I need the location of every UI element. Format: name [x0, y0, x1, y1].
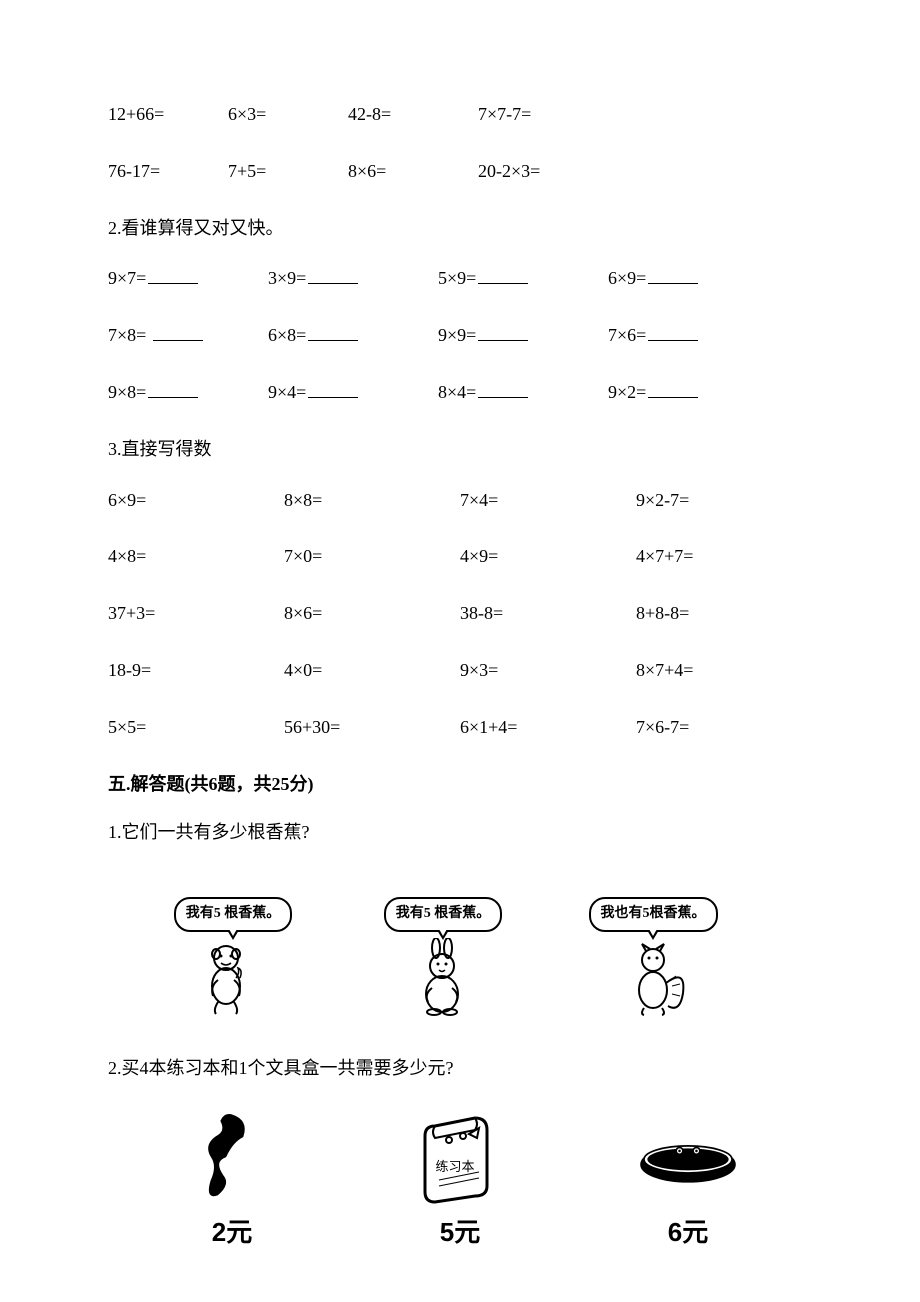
- blank-line: [648, 323, 698, 341]
- q3-row: 4×8= 7×0= 4×9= 4×7+7=: [108, 542, 812, 571]
- blank-line: [148, 266, 198, 284]
- eq-blank: 8×4=: [438, 378, 608, 407]
- price-row: 2元 练习本 5元 6元: [108, 1106, 812, 1254]
- eq-blank: 3×9=: [268, 264, 438, 293]
- price-label: 5元: [440, 1212, 480, 1254]
- blank-line: [648, 380, 698, 398]
- q2-title: 2.看谁算得又对又快。: [108, 214, 812, 243]
- rabbit-icon: [398, 938, 488, 1018]
- animals-row: 我有5 根香蕉。 我有5 根香蕉。: [148, 897, 812, 1017]
- eq-row-2: 76-17= 7+5= 8×6= 20-2×3=: [108, 157, 812, 186]
- animal-group: 我有5 根香蕉。: [148, 897, 318, 1017]
- price-item: 2元: [152, 1106, 312, 1254]
- eq-cell: 6×3=: [228, 100, 348, 129]
- blank-line: [478, 266, 528, 284]
- eq-cell: 8×8=: [284, 486, 460, 515]
- q3-row: 6×9= 8×8= 7×4= 9×2-7=: [108, 486, 812, 515]
- animal-group: 我有5 根香蕉。: [358, 897, 528, 1017]
- eq-blank: 6×8=: [268, 321, 438, 350]
- eq-blank: 9×9=: [438, 321, 608, 350]
- speech-bubble: 我有5 根香蕉。: [174, 897, 293, 931]
- eq-blank: 7×6=: [608, 321, 812, 350]
- animal-group: 我也有5根香蕉。: [568, 897, 738, 1017]
- pencilcase-icon: [633, 1106, 743, 1206]
- price-label: 2元: [212, 1212, 252, 1254]
- price-item: 6元: [608, 1106, 768, 1254]
- eq-cell: 76-17=: [108, 157, 228, 186]
- eq-cell: 7×6-7=: [636, 713, 812, 742]
- eq-cell: 38-8=: [460, 599, 636, 628]
- eq-cell: 20-2×3=: [478, 157, 812, 186]
- eq-cell: 56+30=: [284, 713, 460, 742]
- eq-cell: 4×7+7=: [636, 542, 812, 571]
- eq-cell: 6×1+4=: [460, 713, 636, 742]
- q3-row: 5×5= 56+30= 6×1+4= 7×6-7=: [108, 713, 812, 742]
- eq-blank: 7×8=: [108, 321, 268, 350]
- blank-line: [648, 266, 698, 284]
- monkey-icon: [188, 938, 278, 1018]
- blank-line: [153, 323, 203, 341]
- eq-cell: 8+8-8=: [636, 599, 812, 628]
- eq-cell: 42-8=: [348, 100, 478, 129]
- blank-line: [478, 323, 528, 341]
- blank-line: [148, 380, 198, 398]
- eq-cell: 4×0=: [284, 656, 460, 685]
- eq-cell: 7×0=: [284, 542, 460, 571]
- eq-cell: 9×3=: [460, 656, 636, 685]
- eq-cell: 7+5=: [228, 157, 348, 186]
- eq-blank: 6×9=: [608, 264, 812, 293]
- eq-cell: 37+3=: [108, 599, 284, 628]
- q2-row: 9×7= 3×9= 5×9= 6×9=: [108, 264, 812, 293]
- blank-line: [478, 380, 528, 398]
- eq-cell: 8×7+4=: [636, 656, 812, 685]
- blank-line: [308, 266, 358, 284]
- q3-row: 18-9= 4×0= 9×3= 8×7+4=: [108, 656, 812, 685]
- eq-cell: 6×9=: [108, 486, 284, 515]
- eq-cell: 8×6=: [348, 157, 478, 186]
- price-label: 6元: [668, 1212, 708, 1254]
- blank-line: [308, 323, 358, 341]
- q3-row: 37+3= 8×6= 38-8= 8+8-8=: [108, 599, 812, 628]
- squirrel-icon: [608, 938, 698, 1018]
- eq-cell: 18-9=: [108, 656, 284, 685]
- q2-row: 7×8= 6×8= 9×9= 7×6=: [108, 321, 812, 350]
- eq-cell: 7×4=: [460, 486, 636, 515]
- blank-line: [308, 380, 358, 398]
- eq-cell: 7×7-7=: [478, 100, 812, 129]
- eq-blank: 5×9=: [438, 264, 608, 293]
- eq-blank: 9×7=: [108, 264, 268, 293]
- price-item: 练习本 5元: [380, 1106, 540, 1254]
- q5-1-title: 1.它们一共有多少根香蕉?: [108, 818, 812, 847]
- eq-blank: 9×2=: [608, 378, 812, 407]
- eq-blank: 9×8=: [108, 378, 268, 407]
- book-text: 练习本: [435, 1159, 474, 1174]
- eq-cell: 5×5=: [108, 713, 284, 742]
- q2-row: 9×8= 9×4= 8×4= 9×2=: [108, 378, 812, 407]
- section5-title: 五.解答题(共6题，共25分): [108, 770, 812, 799]
- eq-cell: 4×9=: [460, 542, 636, 571]
- eq-cell: 8×6=: [284, 599, 460, 628]
- eq-cell: 9×2-7=: [636, 486, 812, 515]
- speech-bubble: 我也有5根香蕉。: [589, 897, 718, 931]
- notebook-icon: 练习本: [405, 1106, 515, 1206]
- eq-blank: 9×4=: [268, 378, 438, 407]
- eq-row-1: 12+66= 6×3= 42-8= 7×7-7=: [108, 100, 812, 129]
- eq-cell: 4×8=: [108, 542, 284, 571]
- speech-bubble: 我有5 根香蕉。: [384, 897, 503, 931]
- q3-title: 3.直接写得数: [108, 435, 812, 464]
- q5-2-title: 2.买4本练习本和1个文具盒一共需要多少元?: [108, 1054, 812, 1083]
- pencil-icon: [177, 1106, 287, 1206]
- eq-cell: 12+66=: [108, 100, 228, 129]
